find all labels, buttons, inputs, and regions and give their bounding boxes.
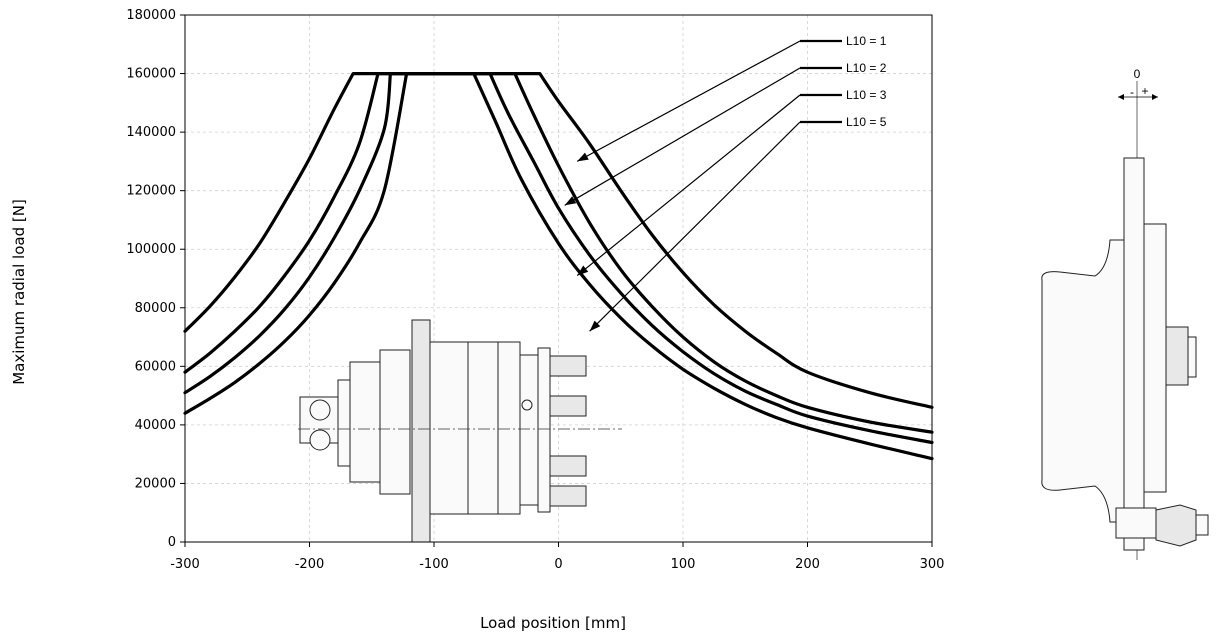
x-tick-label: -100: [419, 557, 449, 572]
annotation-arrowhead: [577, 265, 589, 276]
y-tick-label: 120000: [126, 184, 176, 199]
side-stud-nut: [1155, 504, 1197, 547]
motor-port-top: [309, 399, 331, 421]
x-tick-label: -300: [170, 557, 200, 572]
x-tick-label: 0: [554, 557, 562, 572]
annotation-arrowhead: [589, 320, 601, 332]
y-tick-label: 60000: [135, 359, 176, 374]
side-bolt-nut: [1187, 336, 1197, 378]
side-bolt-head: [1165, 326, 1189, 386]
motor-body-3: [497, 341, 521, 515]
axes: 0 20000 40000 60000 80000 100000 120000 140000 1…: [126, 8, 944, 572]
legend-label: L10 = 1: [846, 34, 887, 48]
motor-flange: [411, 319, 431, 543]
x-tick-label: 200: [795, 557, 820, 572]
motor-section-1: [337, 379, 351, 467]
motor-section-2: [349, 361, 381, 483]
motor-bolt-1: [549, 355, 587, 377]
x-axis-title: Load position [mm]: [480, 614, 626, 632]
side-zero-label: 0: [1134, 67, 1141, 81]
side-view-drawing: 0 - +: [1041, 67, 1209, 560]
plot-frame: [184, 14, 933, 543]
side-minus-label: -: [1130, 85, 1134, 99]
side-stud-base: [1115, 507, 1157, 539]
legend-annotations: L10 = 1 L10 = 2 L10 = 3 L10 = 5: [564, 34, 887, 332]
x-tick-label: -200: [295, 557, 325, 572]
y-tick-label: 40000: [135, 418, 176, 433]
side-motor-body: [1041, 239, 1125, 523]
legend-label: L10 = 5: [846, 115, 887, 129]
series-line-4: [183, 72, 934, 461]
motor-body-1: [429, 341, 469, 515]
motor-wheel-flange: [537, 347, 551, 513]
y-tick-label: 80000: [135, 301, 176, 316]
side-hub: [1143, 223, 1167, 493]
series-line-1: [183, 72, 934, 409]
y-axis-title: Maximum radial load [N]: [10, 199, 28, 385]
motor-bolt-2: [549, 395, 587, 417]
motor-port-bottom: [309, 429, 331, 451]
y-tick-label: 180000: [126, 8, 176, 23]
series-line-3: [183, 72, 934, 445]
y-tick-label: 160000: [126, 67, 176, 82]
motor-hub: [519, 354, 539, 506]
series-line-2: [183, 72, 934, 434]
x-tick-label: 100: [671, 557, 696, 572]
side-flange: [1123, 157, 1145, 551]
motor-section-3: [379, 349, 411, 495]
y-tick-label: 100000: [126, 242, 176, 257]
annotation-arrow-line: [589, 121, 801, 332]
annotation-arrow-line: [564, 67, 801, 206]
side-stud-end: [1195, 514, 1209, 536]
y-tick-label: 0: [168, 535, 176, 550]
legend-label: L10 = 2: [846, 61, 887, 75]
y-tick-label: 140000: [126, 125, 176, 140]
side-plus-label: +: [1141, 84, 1148, 98]
legend-label: L10 = 3: [846, 88, 887, 102]
motor-drawing: [298, 319, 622, 543]
annotation-arrowhead: [577, 152, 589, 162]
curves: [183, 72, 934, 461]
motor-bolt-4: [549, 485, 587, 507]
motor-bolt-3: [549, 455, 587, 477]
motor-grease-nipple: [521, 399, 533, 411]
annotation-arrow-line: [576, 40, 801, 162]
x-tick-label: 300: [920, 557, 945, 572]
annotation-arrowhead: [564, 196, 577, 206]
y-tick-label: 20000: [135, 476, 176, 491]
annotation-arrow-line: [576, 94, 801, 277]
motor-body-2: [467, 341, 499, 515]
